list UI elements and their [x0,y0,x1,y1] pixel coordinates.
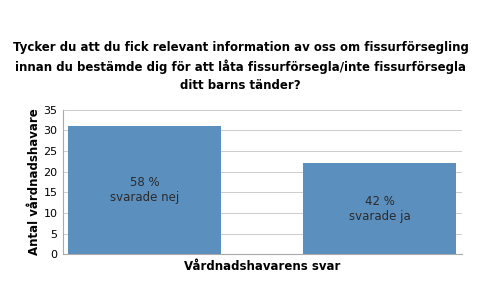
X-axis label: Vårdnadshavarens svar: Vårdnadshavarens svar [183,260,340,273]
Bar [68,126,221,254]
Bar [302,164,455,254]
Text: 58 %
svarade nej: 58 % svarade nej [110,176,179,204]
Text: Tycker du att du fick relevant information av oss om fissurförsegling
innan du b: Tycker du att du fick relevant informati… [12,41,468,92]
Y-axis label: Antal vårdnadshavare: Antal vårdnadshavare [28,109,41,255]
Text: 42 %
svarade ja: 42 % svarade ja [348,195,409,223]
